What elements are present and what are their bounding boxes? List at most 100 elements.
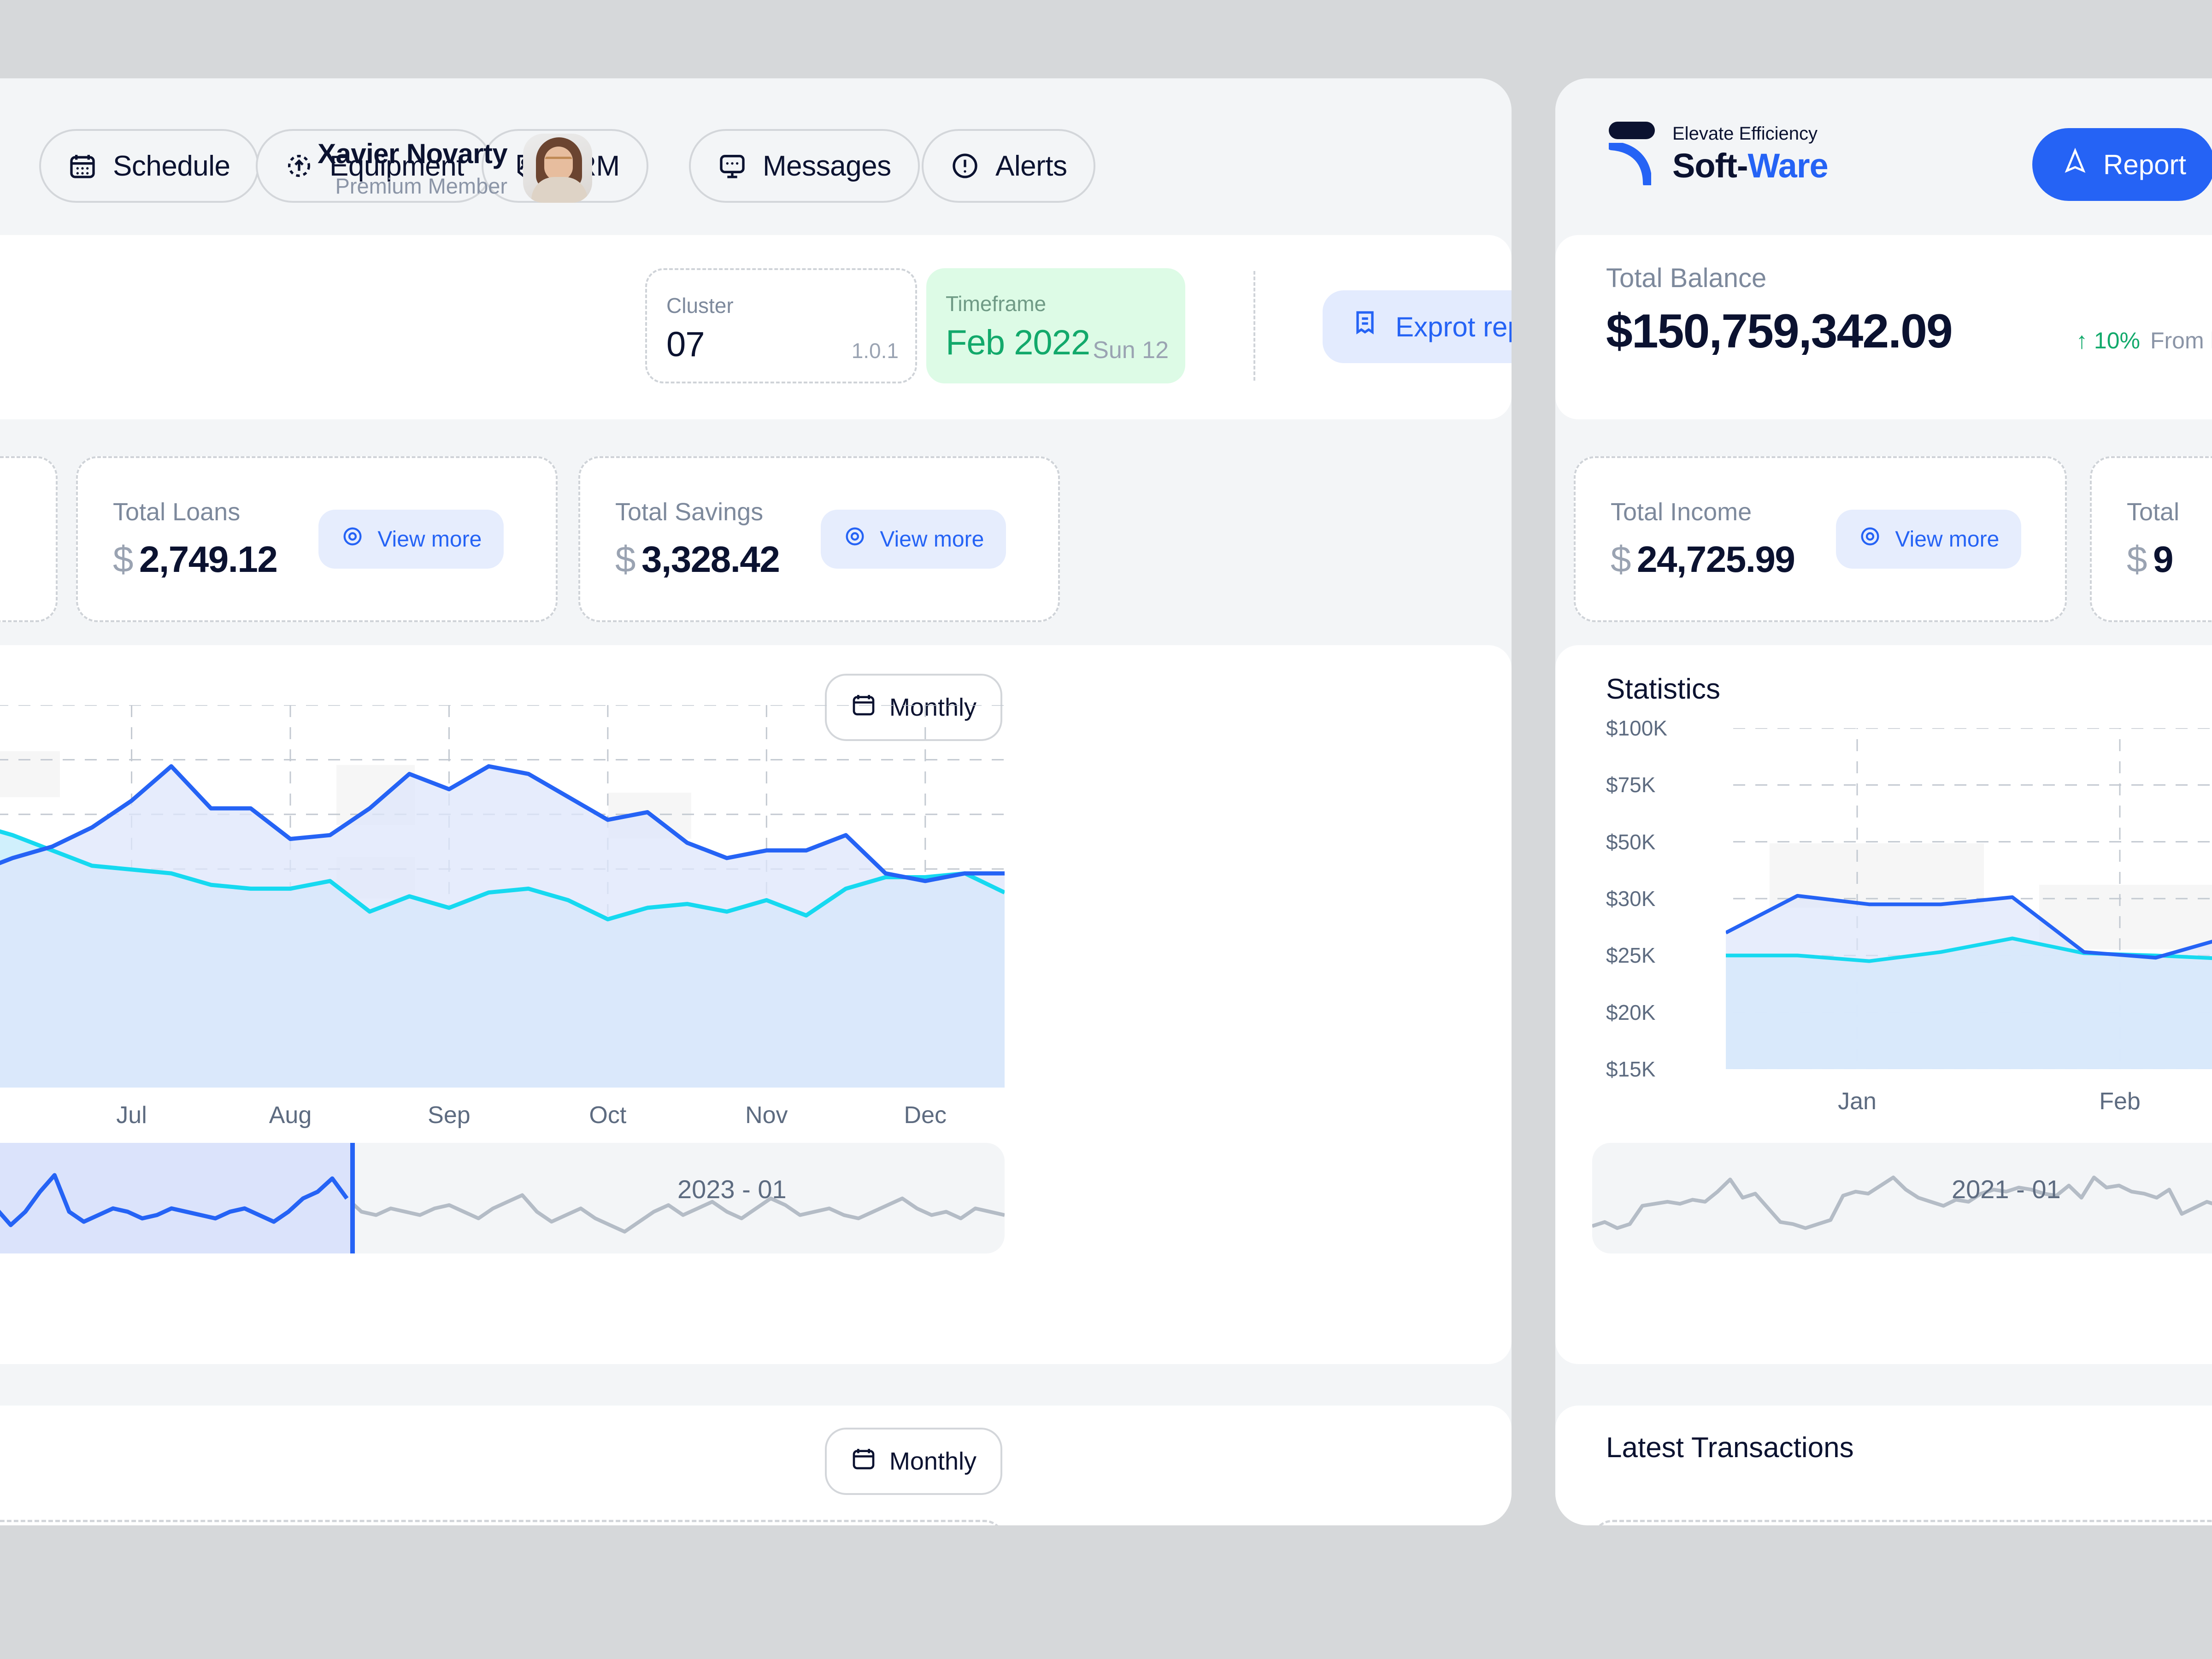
right-summary-cards: Total Income $24,725.99 View more: [1555, 456, 2212, 622]
cluster-version: 1.0.1: [851, 339, 899, 363]
balance-delta-note: From last month: [2150, 328, 2212, 353]
nav-item-alerts[interactable]: Alerts: [922, 129, 1096, 203]
timeframe-caption: Timeframe: [946, 292, 1047, 316]
stat-amount-value: 9: [2153, 539, 2174, 580]
avatar-glasses: [545, 157, 572, 164]
navigation-arrow-icon: [2061, 147, 2089, 182]
latest-transactions-card: Latest Transactions Transaction type Nam: [1555, 1406, 2212, 1525]
app-logo: Elevate Efficiency Soft-Ware: [1606, 122, 1829, 185]
balance-delta-value: ↑ 10%: [2076, 328, 2140, 353]
cluster-value: 07: [666, 325, 705, 364]
view-more-label: View more: [377, 527, 482, 552]
timeframe-value: Feb 2022: [946, 323, 1090, 362]
toolbar-divider: [1253, 271, 1255, 381]
time-range-brush[interactable]: 2023 - 01: [0, 1143, 1005, 1253]
right-dashboard-panel: Elevate Efficiency Soft-Ware Report Tota…: [1555, 78, 2212, 1525]
revenue-chart-card: Monthly AprMayJunJulAugSepOctNovDec 2023…: [0, 645, 1512, 1364]
statistics-card: Statistics $100K $75K $50K $30K $25K $20K $15K…: [1555, 645, 2212, 1364]
avatar[interactable]: [523, 134, 592, 203]
y-tick-label: $30K: [1606, 887, 1656, 911]
table-period-button[interactable]: Monthly: [824, 1428, 1002, 1495]
eye-icon: [1858, 524, 1882, 554]
x-tick-label: Dec: [904, 1102, 947, 1129]
view-more-label: View more: [1895, 527, 2000, 552]
calendar-icon: [851, 692, 877, 724]
nav-item-messages[interactable]: Messages: [689, 129, 920, 203]
avatar-body: [531, 177, 588, 203]
left-summary-cards: Total Expenses $9,321.09 View more: [0, 456, 1512, 622]
balance-delta: ↑ 10% From last month: [2076, 327, 2212, 354]
right-top-bar: Elevate Efficiency Soft-Ware Report: [1555, 78, 2212, 235]
statistics-time-range-brush[interactable]: 2021 - 01: [1592, 1143, 2212, 1253]
logo-text: Elevate Efficiency Soft-Ware: [1672, 124, 1829, 185]
currency-symbol: $: [2127, 539, 2147, 580]
y-tick-label: $20K: [1606, 1000, 1656, 1024]
statistics-area-chart: [1726, 728, 2212, 1069]
currency-symbol: $: [615, 539, 636, 580]
stat-card-total-expenses: Total Expenses $9,321.09 View more: [0, 456, 58, 622]
eye-icon: [843, 524, 867, 554]
chart-period-button[interactable]: Monthly: [824, 674, 1002, 741]
y-tick-label: $50K: [1606, 830, 1656, 854]
stat-card-total-savings: Total Savings $3,328.42 View more: [578, 456, 1060, 622]
logo-bar: [1609, 122, 1655, 139]
export-report-label: Exprot report: [1395, 311, 1512, 342]
table-period-label: Monthly: [889, 1447, 977, 1475]
stat-amount-value: 3,328.42: [641, 539, 780, 580]
user-profile[interactable]: Xavier Novarty Premium Member: [318, 134, 592, 203]
stat-title: Total Income: [1611, 498, 1752, 526]
nav-item-schedule[interactable]: Schedule: [39, 129, 259, 203]
logo-name-dark: Soft-: [1672, 147, 1748, 185]
cluster-selector[interactable]: Cluster 07 1.0.1: [645, 268, 917, 383]
x-tick-label: Jan: [1838, 1088, 1877, 1115]
x-tick-label: Jul: [116, 1102, 147, 1129]
timeframe-selector[interactable]: Timeframe Feb 2022 Sun 12: [926, 268, 1185, 383]
report-label: Report: [2103, 149, 2187, 180]
y-tick-label: $100K: [1606, 716, 1668, 740]
eye-icon: [341, 524, 365, 554]
document-icon: [1350, 309, 1380, 345]
logo-name: Soft-Ware: [1672, 146, 1829, 185]
y-tick-label: $25K: [1606, 943, 1656, 968]
x-tick-label: Oct: [589, 1102, 627, 1129]
stat-card-total-income: Total Income $24,725.99 View more: [1574, 456, 2067, 622]
logo-name-blue: Ware: [1747, 147, 1829, 185]
stat-card-total-loans: Total Loans $2,749.12 View more: [76, 456, 558, 622]
view-more-button[interactable]: View more: [821, 510, 1006, 569]
x-tick-label: Sep: [428, 1102, 471, 1129]
currency-symbol: $: [1611, 539, 1631, 580]
brush-label: 2021 - 01: [1952, 1175, 2061, 1204]
view-more-button[interactable]: View more: [318, 510, 504, 569]
export-report-button[interactable]: Exprot report: [1323, 290, 1512, 363]
report-button[interactable]: Report: [2032, 128, 2212, 201]
total-balance-caption: Total Balance: [1606, 263, 1767, 293]
view-more-button[interactable]: View more: [1836, 510, 2022, 569]
x-tick-label: Nov: [745, 1102, 788, 1129]
logo-hook: [1609, 143, 1651, 185]
equipment-icon: [284, 151, 314, 181]
transactions-table-header-row: Transaction type Nam: [1592, 1520, 2212, 1525]
nav-item-label: Messages: [763, 150, 891, 182]
stat-card-total-truncated: Total $9: [2090, 456, 2212, 622]
logo-mark-icon: [1606, 122, 1660, 185]
message-icon: [718, 151, 747, 181]
statistics-y-axis: $100K $75K $50K $30K $25K $20K $15K: [1606, 716, 1717, 1081]
timeframe-day: Sun 12: [1093, 337, 1169, 364]
statistics-title: Statistics: [1606, 673, 1721, 705]
stat-amount-value: 2,749.12: [139, 539, 278, 580]
x-tick-label: Aug: [269, 1102, 312, 1129]
stat-amount: $3,328.42: [615, 538, 780, 581]
nav-item-label: Schedule: [113, 150, 230, 182]
calendar-icon: [851, 1446, 877, 1477]
total-balance-card: Total Balance $150,759,342.09 ↑ 10% From…: [1555, 235, 2212, 419]
table-header-row: Name Date Amount Status: [0, 1520, 1005, 1525]
brush-label: 2023 - 01: [677, 1175, 787, 1204]
calendar-icon: [68, 151, 97, 181]
nav-item-equipment[interactable]: Equipment: [256, 129, 493, 203]
statistics-x-axis: JanFebMar: [1726, 1088, 2212, 1120]
brush-selection[interactable]: [0, 1143, 355, 1253]
main-chart-x-axis: AprMayJunJulAugSepOctNovDec: [0, 1101, 1005, 1134]
user-role: Premium Member: [335, 174, 507, 198]
y-tick-label: $75K: [1606, 773, 1656, 797]
